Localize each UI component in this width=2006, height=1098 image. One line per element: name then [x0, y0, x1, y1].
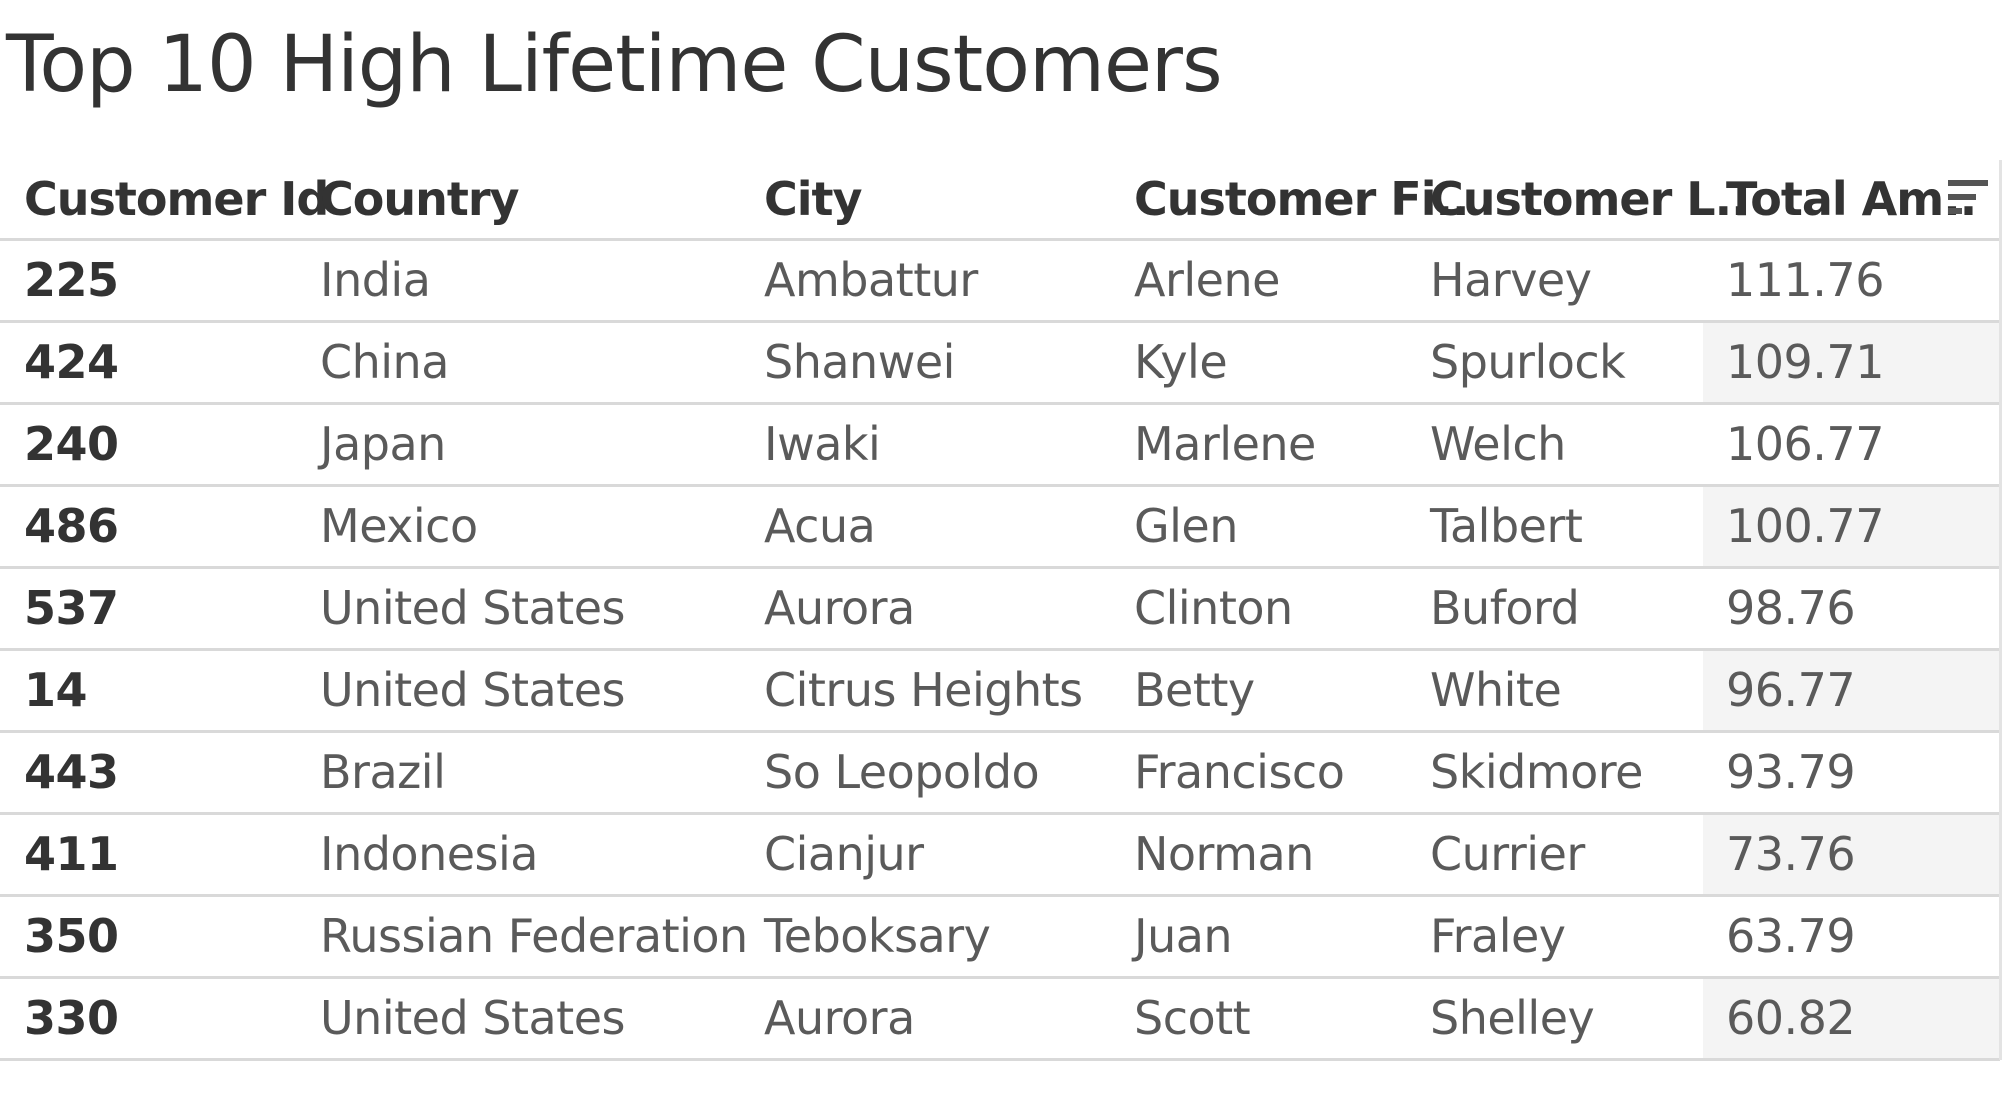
cell-country: Russian Federation	[320, 909, 748, 963]
cell-country: Indonesia	[320, 827, 538, 881]
cell-customer-first-name: Glen	[1134, 499, 1238, 553]
cell-city: Aurora	[764, 991, 915, 1045]
cell-customer-first-name: Betty	[1134, 663, 1255, 717]
table-row[interactable]: 424 China Shanwei Kyle Spurlock 109.71	[0, 323, 2000, 405]
column-header-customer-first-name[interactable]: Customer Fi..	[1134, 172, 1469, 226]
cell-customer-id: 350	[24, 909, 119, 963]
table-header-row: Customer Id Country City Customer Fi.. C…	[0, 150, 2000, 241]
customers-table: Customer Id Country City Customer Fi.. C…	[0, 150, 2006, 1061]
cell-city: Ambattur	[764, 253, 978, 307]
cell-city: Acua	[764, 499, 876, 553]
cell-total-amount: 106.77	[1726, 417, 1884, 471]
table-row[interactable]: 486 Mexico Acua Glen Talbert 100.77	[0, 487, 2000, 569]
table-row[interactable]: 443 Brazil So Leopoldo Francisco Skidmore 93.…	[0, 733, 2000, 815]
cell-customer-last-name: Fraley	[1430, 909, 1566, 963]
cell-country: Brazil	[320, 745, 446, 799]
cell-total-amount: 111.76	[1726, 253, 1884, 307]
row-highlight	[1703, 651, 2000, 730]
table-row[interactable]: 14 United States Citrus Heights Betty White 9…	[0, 651, 2000, 733]
column-header-customer-last-name[interactable]: Customer L..	[1430, 172, 1749, 226]
cell-customer-first-name: Juan	[1134, 909, 1233, 963]
cell-customer-id: 443	[24, 745, 119, 799]
cell-city: Cianjur	[764, 827, 924, 881]
cell-total-amount: 96.77	[1726, 663, 1856, 717]
column-header-city[interactable]: City	[764, 172, 863, 226]
cell-customer-first-name: Norman	[1134, 827, 1314, 881]
cell-city: So Leopoldo	[764, 745, 1040, 799]
cell-customer-last-name: Buford	[1430, 581, 1580, 635]
cell-city: Citrus Heights	[764, 663, 1083, 717]
cell-customer-last-name: Welch	[1430, 417, 1566, 471]
cell-customer-id: 486	[24, 499, 119, 553]
cell-country: China	[320, 335, 449, 389]
cell-customer-id: 411	[24, 827, 119, 881]
cell-total-amount: 100.77	[1726, 499, 1884, 553]
column-header-country[interactable]: Country	[320, 172, 520, 226]
cell-customer-last-name: Harvey	[1430, 253, 1592, 307]
cell-country: Japan	[320, 417, 446, 471]
cell-total-amount: 73.76	[1726, 827, 1856, 881]
cell-customer-first-name: Clinton	[1134, 581, 1293, 635]
cell-city: Teboksary	[764, 909, 991, 963]
column-header-total-amount[interactable]: Total Am..	[1726, 172, 1977, 226]
table-row[interactable]: 411 Indonesia Cianjur Norman Currier 73.76	[0, 815, 2000, 897]
cell-customer-first-name: Francisco	[1134, 745, 1345, 799]
cell-country: United States	[320, 991, 626, 1045]
cell-customer-last-name: Currier	[1430, 827, 1585, 881]
cell-customer-last-name: White	[1430, 663, 1562, 717]
cell-customer-id: 225	[24, 253, 119, 307]
cell-total-amount: 109.71	[1726, 335, 1884, 389]
table-row[interactable]: 350 Russian Federation Teboksary Juan Fraley…	[0, 897, 2000, 979]
sort-descending-icon[interactable]	[1948, 178, 1988, 218]
cell-total-amount: 60.82	[1726, 991, 1856, 1045]
cell-customer-id: 537	[24, 581, 119, 635]
page-title: Top 10 High Lifetime Customers	[6, 20, 1223, 110]
table-row[interactable]: 240 Japan Iwaki Marlene Welch 106.77	[0, 405, 2000, 487]
row-highlight	[1703, 487, 2000, 566]
table-right-border	[1999, 160, 2002, 1060]
cell-customer-last-name: Skidmore	[1430, 745, 1643, 799]
cell-country: Mexico	[320, 499, 478, 553]
cell-customer-id: 424	[24, 335, 119, 389]
cell-customer-last-name: Spurlock	[1430, 335, 1626, 389]
cell-customer-id: 330	[24, 991, 119, 1045]
cell-country: United States	[320, 663, 626, 717]
cell-total-amount: 98.76	[1726, 581, 1856, 635]
cell-country: United States	[320, 581, 626, 635]
cell-city: Iwaki	[764, 417, 881, 471]
cell-customer-first-name: Scott	[1134, 991, 1251, 1045]
table-row[interactable]: 537 United States Aurora Clinton Buford 98.76	[0, 569, 2000, 651]
cell-total-amount: 93.79	[1726, 745, 1856, 799]
row-highlight	[1703, 815, 2000, 894]
table-row[interactable]: 225 India Ambattur Arlene Harvey 111.76	[0, 241, 2000, 323]
cell-customer-first-name: Marlene	[1134, 417, 1316, 471]
cell-customer-first-name: Kyle	[1134, 335, 1228, 389]
row-highlight	[1703, 979, 2000, 1058]
cell-customer-id: 14	[24, 663, 88, 717]
cell-customer-first-name: Arlene	[1134, 253, 1280, 307]
cell-customer-last-name: Shelley	[1430, 991, 1595, 1045]
cell-total-amount: 63.79	[1726, 909, 1856, 963]
cell-city: Aurora	[764, 581, 915, 635]
cell-customer-last-name: Talbert	[1430, 499, 1583, 553]
cell-customer-id: 240	[24, 417, 119, 471]
cell-country: India	[320, 253, 431, 307]
cell-city: Shanwei	[764, 335, 955, 389]
table-row[interactable]: 330 United States Aurora Scott Shelley 60.82	[0, 979, 2000, 1061]
row-highlight	[1703, 323, 2000, 402]
column-header-customer-id[interactable]: Customer Id	[24, 172, 329, 226]
table-body: 225 India Ambattur Arlene Harvey 111.76 424 Chi…	[0, 241, 2006, 1061]
